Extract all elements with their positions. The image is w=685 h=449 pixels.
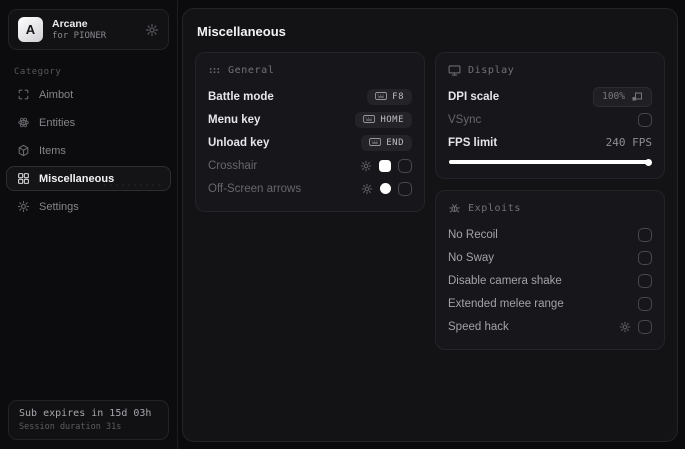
- gear-icon[interactable]: [360, 160, 372, 172]
- bug-icon: [448, 202, 461, 215]
- general-card-title: General: [228, 65, 275, 76]
- menu-key-row: Menu key HOME: [208, 108, 412, 131]
- sidebar-item-settings[interactable]: Settings: [6, 194, 171, 219]
- sidebar-item-aimbot[interactable]: Aimbot: [6, 82, 171, 107]
- battle-mode-keybind[interactable]: F8: [367, 88, 412, 105]
- exploits-card-header: Exploits: [448, 202, 652, 215]
- gear-icon[interactable]: [361, 183, 373, 195]
- speed-hack-row: Speed hack: [448, 315, 652, 338]
- sidebar-item-label: Entities: [39, 116, 76, 129]
- display-card: Display DPI scale 100%: [435, 52, 665, 179]
- category-label: Category: [14, 67, 62, 77]
- crosshair-checkbox[interactable]: [398, 158, 412, 173]
- miscellaneous-icon: [17, 172, 30, 185]
- no-recoil-checkbox[interactable]: [638, 227, 652, 242]
- sub-expires-text: Sub expires in 15d 03h: [19, 408, 152, 419]
- vsync-checkbox[interactable]: [638, 112, 652, 127]
- monitor-icon: [448, 64, 461, 77]
- settings-icon: [17, 200, 30, 213]
- exploits-card: Exploits No Recoil No Sway Disable camer…: [435, 190, 665, 350]
- dpi-scale-row: DPI scale 100%: [448, 85, 652, 108]
- fps-slider-knob[interactable]: [645, 158, 652, 166]
- app-logo: A: [18, 17, 43, 42]
- aimbot-icon: [17, 88, 30, 101]
- crosshair-row: Crosshair: [208, 154, 412, 177]
- vsync-row: VSync: [448, 108, 652, 131]
- display-card-header: Display: [448, 64, 652, 77]
- no-sway-checkbox[interactable]: [638, 250, 652, 265]
- sidebar-item-items[interactable]: Items: [6, 138, 171, 163]
- fps-slider-fill: [449, 160, 651, 164]
- speed-hack-label: Speed hack: [448, 320, 509, 333]
- gear-icon[interactable]: [145, 23, 159, 37]
- display-card-title: Display: [468, 65, 515, 76]
- sidebar-item-miscellaneous[interactable]: Miscellaneous: [6, 166, 171, 191]
- menu-key-label: Menu key: [208, 113, 261, 126]
- keyboard-icon: [369, 138, 382, 147]
- no-recoil-row: No Recoil: [448, 223, 652, 246]
- sidebar-item-label: Miscellaneous: [39, 172, 115, 185]
- subscription-info-card: Sub expires in 15d 03h Session duration …: [8, 400, 169, 440]
- offscreen-arrows-checkbox[interactable]: [398, 181, 412, 196]
- disable-camera-shake-label: Disable camera shake: [448, 274, 562, 287]
- app-subtitle: for PIONER: [52, 31, 107, 41]
- unload-key-label: Unload key: [208, 136, 270, 149]
- no-sway-label: No Sway: [448, 251, 495, 264]
- vsync-label: VSync: [448, 113, 482, 126]
- offscreen-arrows-color-swatch[interactable]: [380, 183, 391, 194]
- no-sway-row: No Sway: [448, 246, 652, 269]
- sidebar-item-label: Settings: [39, 200, 79, 213]
- disable-camera-shake-checkbox[interactable]: [638, 273, 652, 288]
- session-duration-text: Session duration 31s: [19, 422, 122, 432]
- keyboard-icon: [375, 92, 388, 101]
- speed-hack-checkbox[interactable]: [638, 319, 652, 334]
- exploits-card-title: Exploits: [468, 203, 521, 214]
- extended-melee-range-label: Extended melee range: [448, 297, 564, 310]
- sidebar-nav: Aimbot Entities: [0, 82, 177, 219]
- gear-icon[interactable]: [619, 321, 631, 333]
- unload-keybind[interactable]: END: [361, 134, 412, 151]
- crosshair-label: Crosshair: [208, 159, 258, 172]
- offscreen-arrows-row: Off-Screen arrows: [208, 177, 412, 200]
- crosshair-color-swatch[interactable]: [379, 159, 391, 172]
- dots-grid-icon: [208, 64, 221, 77]
- keybind-value: HOME: [380, 114, 404, 125]
- fps-limit-label: FPS limit: [448, 136, 498, 149]
- offscreen-arrows-label: Off-Screen arrows: [208, 182, 302, 195]
- fps-limit-slider[interactable]: [449, 158, 652, 166]
- brand-card: A Arcane for PIONER: [8, 9, 169, 50]
- sidebar-item-entities[interactable]: Entities: [6, 110, 171, 135]
- general-card: General Battle mode: [195, 52, 425, 212]
- battle-mode-row: Battle mode F8: [208, 85, 412, 108]
- battle-mode-label: Battle mode: [208, 90, 274, 103]
- unload-key-row: Unload key END: [208, 131, 412, 154]
- fps-limit-row: FPS limit 240 FPS: [448, 131, 652, 154]
- sidebar: A Arcane for PIONER Category Ai: [0, 0, 178, 449]
- entities-icon: [17, 116, 30, 129]
- dpi-scale-select[interactable]: 100%: [593, 86, 652, 107]
- dpi-scale-label: DPI scale: [448, 90, 500, 103]
- sidebar-item-label: Aimbot: [39, 88, 74, 101]
- disable-camera-shake-row: Disable camera shake: [448, 269, 652, 292]
- keybind-value: F8: [392, 91, 404, 102]
- brand-text: Arcane for PIONER: [52, 18, 106, 41]
- app-name: Arcane: [52, 18, 88, 30]
- keybind-value: END: [386, 137, 404, 148]
- menu-keybind[interactable]: HOME: [355, 111, 412, 128]
- items-icon: [17, 144, 30, 157]
- sidebar-item-label: Items: [39, 144, 66, 157]
- main-area: Miscellaneous General: [178, 0, 685, 449]
- scale-icon: [631, 91, 643, 103]
- extended-melee-range-checkbox[interactable]: [638, 296, 652, 311]
- extended-melee-range-row: Extended melee range: [448, 292, 652, 315]
- fps-limit-value: 240 FPS: [605, 136, 652, 149]
- active-item-texture: [102, 183, 160, 187]
- keyboard-icon: [363, 115, 376, 124]
- content-panel: Miscellaneous General: [182, 8, 678, 442]
- page-title: Miscellaneous: [197, 24, 286, 39]
- general-card-header: General: [208, 64, 412, 77]
- no-recoil-label: No Recoil: [448, 228, 498, 241]
- dpi-scale-value: 100%: [602, 91, 625, 102]
